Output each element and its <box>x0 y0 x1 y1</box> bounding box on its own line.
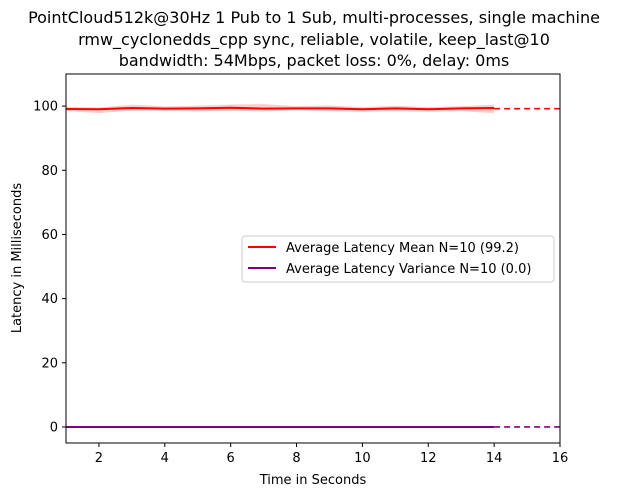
x-tick-label: 16 <box>552 451 569 466</box>
legend: Average Latency Mean N=10 (99.2) Average… <box>241 235 555 283</box>
title-line-2: rmw_cyclonedds_cpp sync, reliable, volat… <box>78 30 550 50</box>
x-tick-label: 2 <box>95 451 103 466</box>
title-line-1: PointCloud512k@30Hz 1 Pub to 1 Sub, mult… <box>28 8 600 27</box>
legend-label-mean: Average Latency Mean N=10 (99.2) <box>286 241 519 256</box>
x-tick-label: 6 <box>227 451 235 466</box>
x-tick-label: 10 <box>354 451 371 466</box>
series-line-mean <box>65 106 495 111</box>
y-tick-label: 80 <box>41 164 58 179</box>
plot-frame <box>65 73 561 444</box>
x-tick-label: 14 <box>486 451 503 466</box>
title-line-3: bandwidth: 54Mbps, packet loss: 0%, dela… <box>119 51 510 70</box>
plot-area <box>65 104 560 428</box>
y-tick-label: 60 <box>41 228 58 243</box>
y-axis-label: Latency in Milliseconds <box>10 183 25 334</box>
x-axis-ticks: 2 4 6 8 10 12 14 16 <box>95 443 568 466</box>
y-axis-ticks: 0 20 40 60 80 100 <box>33 100 66 435</box>
chart-title: PointCloud512k@30Hz 1 Pub to 1 Sub, mult… <box>28 8 600 70</box>
x-axis-label: Time in Seconds <box>259 473 367 488</box>
y-tick-label: 20 <box>41 356 58 371</box>
legend-box <box>241 235 555 283</box>
y-tick-label: 40 <box>41 292 58 307</box>
y-tick-label: 0 <box>50 420 58 435</box>
legend-label-variance: Average Latency Variance N=10 (0.0) <box>286 262 531 277</box>
x-tick-label: 4 <box>161 451 169 466</box>
x-tick-label: 8 <box>292 451 300 466</box>
y-tick-label: 100 <box>33 100 58 115</box>
x-tick-label: 12 <box>420 451 437 466</box>
